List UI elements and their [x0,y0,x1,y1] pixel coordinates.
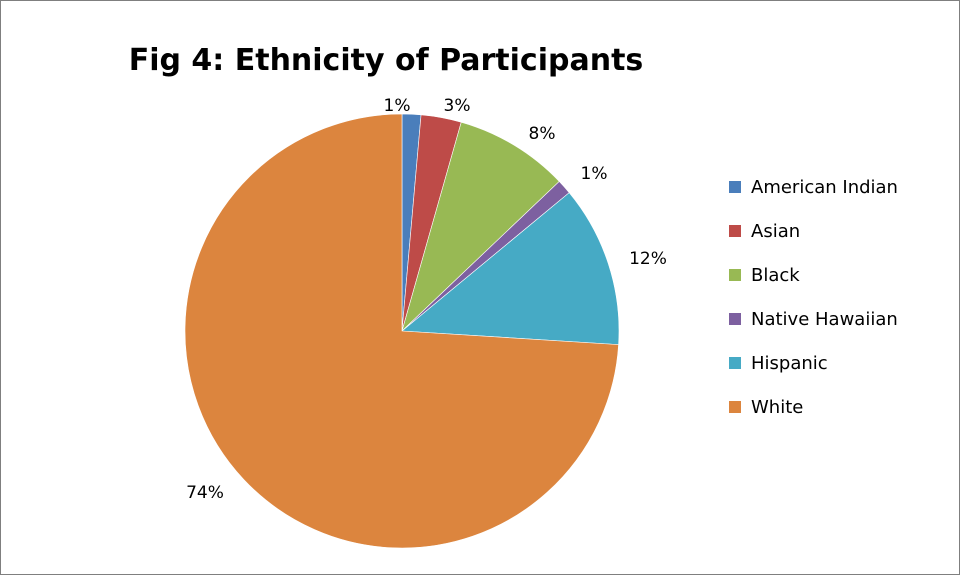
legend-swatch [729,357,741,369]
pie-slice-white [184,113,619,549]
legend-swatch [729,225,741,237]
data-label-american-indian: 1% [384,96,411,116]
legend-label: Native Hawaiian [751,308,898,330]
data-label-native-hawaiian: 1% [581,164,608,184]
pie-slices [184,113,620,549]
legend-label: Asian [751,220,801,242]
pie-slice-black [401,121,560,332]
legend-swatch [729,269,741,281]
legend-item-asian: Asian [729,209,954,253]
legend-label: White [751,396,804,418]
legend-swatch [729,401,741,413]
legend-label: Black [751,264,800,286]
legend-item-black: Black [729,253,954,297]
data-label-asian: 3% [444,96,471,116]
pie-slice-hispanic [401,192,620,345]
legend-item-native-hawaiian: Native Hawaiian [729,297,954,341]
legend-swatch [729,181,741,193]
data-label-white: 74% [186,483,224,503]
legend-swatch [729,313,741,325]
data-label-hispanic: 12% [629,249,667,269]
legend-label: American Indian [751,176,898,198]
chart-title: Fig 4: Ethnicity of Participants [128,43,644,78]
legend: American Indian Asian Black Native Hawaiian… [729,165,954,429]
legend-item-hispanic: Hispanic [729,341,954,385]
pie-labels: 1% 3% 8% 1% 12% 74% [186,96,667,503]
legend-item-white: White [729,385,954,429]
data-label-black: 8% [529,124,556,144]
legend-item-american-indian: American Indian [729,165,954,209]
legend-label: Hispanic [751,352,828,374]
